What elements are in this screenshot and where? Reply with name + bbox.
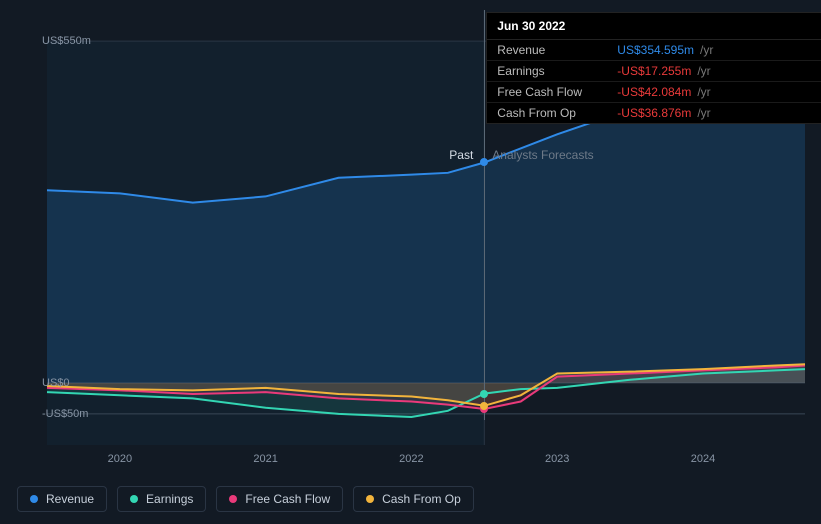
- x-axis-label: 2022: [399, 453, 423, 465]
- tooltip-value: -US$17.255m: [617, 64, 691, 78]
- cursor-line: [484, 10, 485, 420]
- tooltip-unit: /yr: [697, 106, 710, 120]
- legend-item-earnings[interactable]: Earnings: [117, 486, 206, 512]
- x-axis-label: 2020: [108, 453, 132, 465]
- tooltip-label: Revenue: [497, 43, 617, 57]
- legend-item-fcf[interactable]: Free Cash Flow: [216, 486, 343, 512]
- past-label: Past: [449, 148, 473, 162]
- legend-label: Earnings: [146, 492, 193, 506]
- y-axis-label: US$0: [42, 377, 70, 389]
- tooltip: Jun 30 2022RevenueUS$354.595m/yrEarnings…: [486, 12, 821, 124]
- tooltip-unit: /yr: [697, 85, 710, 99]
- series-marker: [480, 158, 488, 166]
- y-axis-label: -US$50m: [42, 408, 88, 420]
- legend-dot-icon: [366, 495, 374, 503]
- tooltip-label: Earnings: [497, 64, 617, 78]
- legend-dot-icon: [130, 495, 138, 503]
- series-marker: [480, 402, 488, 410]
- legend: Revenue Earnings Free Cash Flow Cash From O…: [17, 486, 474, 512]
- legend-dot-icon: [229, 495, 237, 503]
- tooltip-value: -US$36.876m: [617, 106, 691, 120]
- series-marker: [480, 390, 488, 398]
- forecast-label: Analysts Forecasts: [492, 148, 593, 162]
- tooltip-value: -US$42.084m: [617, 85, 691, 99]
- x-axis-label: 2021: [253, 453, 277, 465]
- tooltip-row: RevenueUS$354.595m/yr: [487, 40, 821, 61]
- legend-dot-icon: [30, 495, 38, 503]
- tooltip-header: Jun 30 2022: [487, 13, 821, 40]
- legend-label: Free Cash Flow: [245, 492, 330, 506]
- tooltip-row: Free Cash Flow-US$42.084m/yr: [487, 82, 821, 103]
- legend-label: Revenue: [46, 492, 94, 506]
- y-axis-label: US$550m: [42, 35, 91, 47]
- legend-label: Cash From Op: [382, 492, 461, 506]
- tooltip-label: Cash From Op: [497, 106, 617, 120]
- tooltip-unit: /yr: [700, 43, 713, 57]
- legend-item-revenue[interactable]: Revenue: [17, 486, 107, 512]
- tooltip-row: Earnings-US$17.255m/yr: [487, 61, 821, 82]
- tooltip-label: Free Cash Flow: [497, 85, 617, 99]
- x-axis-label: 2023: [545, 453, 569, 465]
- tooltip-value: US$354.595m: [617, 43, 694, 57]
- legend-item-cfo[interactable]: Cash From Op: [353, 486, 474, 512]
- tooltip-row: Cash From Op-US$36.876m/yr: [487, 103, 821, 123]
- x-axis-label: 2024: [691, 453, 715, 465]
- tooltip-unit: /yr: [697, 64, 710, 78]
